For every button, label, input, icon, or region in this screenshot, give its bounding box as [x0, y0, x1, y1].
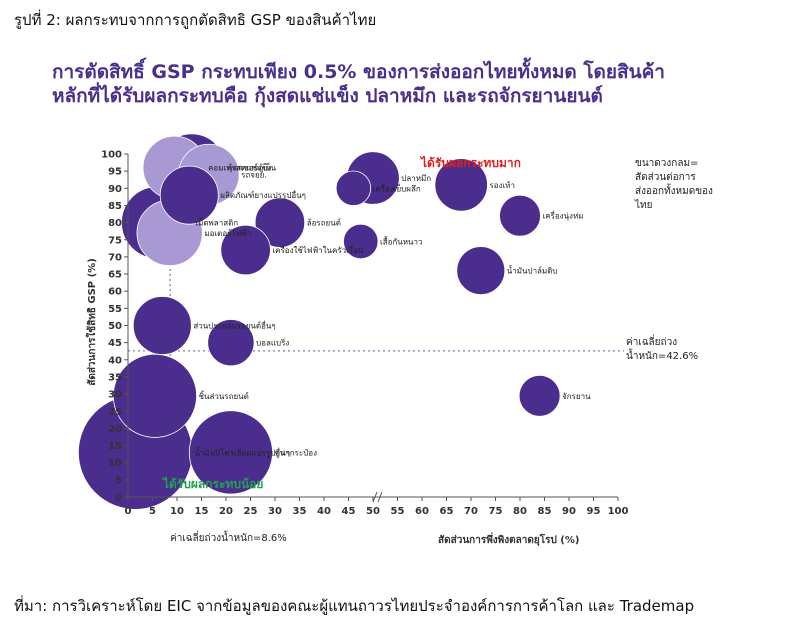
- bubble-7: [499, 194, 541, 237]
- bubble-12: [220, 224, 271, 276]
- y-tick-label-6: 30: [108, 390, 122, 401]
- x-axis-break: [372, 491, 383, 503]
- bubble-label-7: เครื่องนุ่งห่ม: [542, 210, 583, 221]
- y-tick-label-13: 65: [108, 270, 122, 281]
- bubble-label-0: คอมเพรสเซอร์ตู้เย็น: [208, 163, 276, 174]
- x-tick-label-7: 35: [293, 506, 307, 517]
- bubble-label-14: ส่วนประกอบรถยนต์อื่นๆ: [193, 320, 275, 331]
- y-tick-label-10: 50: [108, 321, 122, 332]
- x-tick-label-9: 45: [342, 506, 356, 517]
- bubble-label-8: เม็ดพลาสติก: [195, 218, 238, 228]
- x-tick-label-16: 80: [513, 506, 527, 517]
- bubble-3: [159, 165, 219, 225]
- size-note-line-4: ไทย: [634, 199, 652, 211]
- y-tick-label-18: 90: [108, 184, 122, 195]
- x-tick-label-12: 60: [415, 506, 429, 517]
- x-tick-label-14: 70: [464, 506, 478, 517]
- y-tick-label-5: 25: [108, 407, 122, 418]
- avg-x-label: ค่าเฉลี่ยถ่วงน้ำหนัก=8.6%: [170, 530, 287, 544]
- y-tick-label-16: 80: [108, 218, 122, 229]
- bubbles: [77, 133, 561, 510]
- bubble-label-10: ล้อรถยนต์: [307, 218, 341, 228]
- bubble-label-15: บอลแบริ่ง: [256, 337, 289, 348]
- avg-y-label-line-1: ค่าเฉลี่ยถ่วง: [626, 334, 677, 348]
- y-tick-label-20: 100: [101, 150, 122, 161]
- size-note: ขนาดวงกลม= สัดส่วนต่อการ ส่งออกทั้งหมดขอ…: [634, 158, 713, 211]
- size-note-line-1: ขนาดวงกลม=: [635, 158, 698, 169]
- bubble-label-11: เสื้อกันหนาว: [380, 235, 422, 246]
- size-note-line-2: สัดส่วนต่อการ: [635, 172, 696, 183]
- y-tick-label-12: 60: [108, 287, 122, 298]
- x-tick-label-13: 65: [440, 506, 454, 517]
- x-tick-label-2: 10: [170, 506, 184, 517]
- bubble-label-2: รถจยย.: [241, 171, 267, 180]
- bubble-label-3: ผลิตภัณฑ์ยางแปรรูปอื่นๆ: [220, 189, 306, 201]
- y-tick-label-3: 15: [108, 441, 122, 452]
- bubble-label-9: มอเตอร์ไฟฟ้า: [204, 228, 251, 238]
- x-tick-label-20: 100: [608, 506, 629, 517]
- bubble-14: [132, 296, 192, 355]
- bubble-label-1: กุ้งสดแช่แข็ง: [228, 163, 272, 173]
- x-tick-label-0: 0: [125, 506, 132, 517]
- y-tick-label-8: 40: [108, 355, 122, 366]
- x-tick-label-10: 50: [366, 506, 380, 517]
- source-note: ที่มา: การวิเคราะห์โดย EIC จากข้อมูลของค…: [14, 597, 695, 615]
- axes: 0510152025303540455055606570758085909510…: [101, 150, 628, 518]
- x-tick-label-8: 40: [317, 506, 331, 517]
- bubble-19: [188, 410, 273, 495]
- chart-title-line-2: หลักที่ได้รับผลกระทบคือ กุ้งสดแช่แข็ง ปล…: [52, 85, 603, 107]
- x-tick-label-11: 55: [391, 506, 405, 517]
- y-tick-label-2: 10: [108, 458, 122, 469]
- avg-y-label: ค่าเฉลี่ยถ่วง น้ำหนัก=42.6%: [626, 334, 698, 362]
- bubble-13: [456, 246, 506, 296]
- size-note-line-3: ส่งออกทั้งหมดของ: [635, 183, 713, 197]
- bubble-label-6: รองเท้า: [489, 181, 515, 190]
- x-tick-label-3: 15: [195, 506, 209, 517]
- bubble-label-16: ชิ้นส่วนรถยนต์: [199, 390, 249, 401]
- region-low-label: ได้รับผลกระทบน้อย: [161, 476, 263, 491]
- bubble-6: [434, 158, 488, 212]
- chart-title: การตัดสิทธิ์ GSP กระทบเพียง 0.5% ของการส…: [52, 60, 772, 108]
- y-tick-label-4: 20: [108, 424, 122, 435]
- bubble-17: [518, 374, 561, 417]
- y-tick-label-19: 95: [108, 167, 122, 178]
- x-axis-title: สัดส่วนการพึ่งพิงตลาดยุโรป (%): [438, 532, 579, 546]
- x-tick-label-18: 90: [562, 506, 576, 517]
- x-tick-label-1: 5: [149, 506, 156, 517]
- bubble-4: [335, 170, 372, 206]
- bubble-10: [254, 197, 306, 248]
- x-tick-label-15: 75: [489, 506, 503, 517]
- y-tick-label-11: 55: [108, 304, 122, 315]
- bubble-label-5: ปลาหมึก: [401, 174, 431, 183]
- bubble-label-12: เครื่องใช้ไฟฟ้าในครัวเรือน: [272, 244, 364, 255]
- avg-y-label-line-2: น้ำหนัก=42.6%: [626, 348, 698, 362]
- bubble-label-18: น้ำมันปิโตรเลียมแปรรูปอื่นๆ: [194, 446, 290, 458]
- x-tick-label-5: 25: [244, 506, 258, 517]
- y-tick-label-7: 35: [108, 372, 122, 383]
- y-tick-label-9: 45: [108, 338, 122, 349]
- x-tick-label-6: 30: [268, 506, 282, 517]
- y-tick-label-14: 70: [108, 252, 122, 263]
- y-tick-label-1: 5: [115, 475, 122, 486]
- y-axis-title: สัดส่วนการใช้สิทธิ GSP (%): [85, 258, 98, 386]
- bubble-label-19: ทูน่ากระป๋อง: [275, 448, 318, 458]
- bubble-label-17: จักรยาน: [562, 392, 591, 401]
- region-high-label: ได้รับผลกระทบมาก: [419, 155, 521, 170]
- x-tick-label-4: 20: [219, 506, 233, 517]
- figure-caption: รูปที่ 2: ผลกระทบจากการถูกตัดสิทธิ GSP ข…: [14, 11, 377, 29]
- bubble-11: [343, 223, 379, 260]
- y-tick-label-17: 85: [108, 201, 122, 212]
- bubble-16: [112, 353, 197, 438]
- bubble-15: [207, 319, 255, 367]
- x-tick-label-17: 85: [538, 506, 552, 517]
- x-tick-label-19: 95: [587, 506, 601, 517]
- bubble-label-13: น้ำมันปาล์มดิบ: [507, 265, 558, 276]
- bubble-label-4: เครื่องเย็บผลึก: [373, 182, 421, 193]
- y-tick-label-0: 0: [115, 493, 122, 504]
- chart-title-line-1: การตัดสิทธิ์ GSP กระทบเพียง 0.5% ของการส…: [52, 61, 665, 83]
- y-tick-label-15: 75: [108, 235, 122, 246]
